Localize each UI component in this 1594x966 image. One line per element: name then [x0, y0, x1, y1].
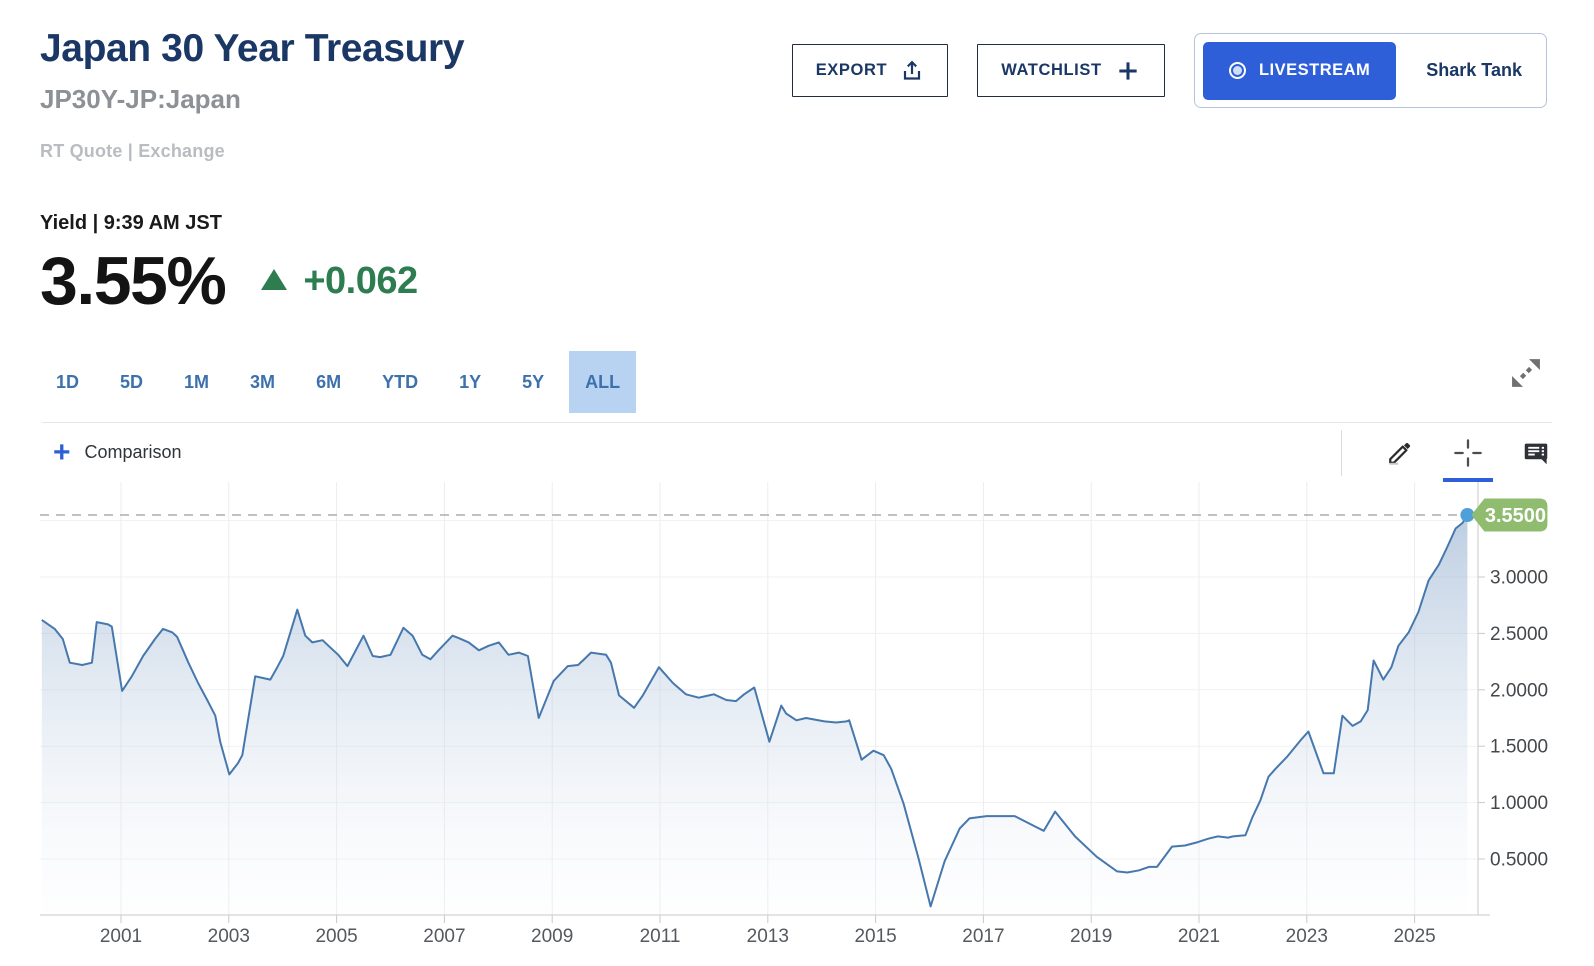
x-tick-label: 2007 [423, 926, 465, 947]
range-tab-6m[interactable]: 6M [316, 371, 342, 392]
ticker-symbol: JP30Y-JP:Japan [40, 84, 241, 114]
chart-tools [1341, 423, 1570, 482]
range-tab-5d[interactable]: 5D [120, 371, 144, 392]
x-tick-label: 2009 [531, 926, 573, 947]
comparison-plus-icon: + [53, 435, 71, 469]
range-tab-1d[interactable]: 1D [56, 371, 80, 392]
y-tick-label: 2.5000 [1490, 624, 1548, 645]
crosshair-tool-button[interactable] [1443, 423, 1493, 482]
yield-line [41, 514, 1469, 908]
live-dot-icon [1228, 62, 1246, 79]
export-icon [900, 59, 924, 83]
export-button-label: EXPORT [815, 61, 888, 79]
x-tick-label: 2013 [747, 926, 789, 947]
x-tick-label: 2011 [640, 926, 681, 947]
x-tick-label: 2005 [315, 926, 357, 947]
quote-price-row: 3.55% +0.062 [40, 247, 1594, 315]
quote-source-label: RT Quote | Exchange [40, 141, 225, 161]
y-tick-label: 1.0000 [1490, 793, 1548, 814]
quote-value: 3.55% [40, 243, 227, 319]
yield-area [41, 515, 1468, 915]
chart-card-divider [42, 422, 1552, 423]
news-tool-button[interactable] [1519, 423, 1553, 482]
news-icon [1521, 438, 1551, 468]
page-title: Japan 30 Year Treasury [40, 27, 465, 70]
last-point-dot [1460, 508, 1475, 522]
chart-toolbar: + Comparison [0, 423, 1594, 482]
x-tick-label: 2003 [208, 926, 250, 947]
current-value-badge [1471, 498, 1548, 532]
y-tick-label: 1.5000 [1490, 737, 1548, 758]
x-tick-label: 2019 [1070, 926, 1112, 947]
y-tick-label: 2.0000 [1490, 680, 1548, 701]
range-tab-3m[interactable]: 3M [250, 371, 276, 392]
comparison-button[interactable]: + Comparison [53, 435, 182, 469]
expand-icon[interactable] [1506, 354, 1546, 394]
livestream-button[interactable]: LIVESTREAM [1202, 41, 1397, 100]
comparison-label: Comparison [84, 442, 182, 462]
y-tick-label: 3.0000 [1490, 568, 1548, 589]
pencil-icon [1385, 438, 1415, 468]
quote-change: +0.062 [303, 259, 418, 302]
range-tab-ytd[interactable]: YTD [382, 371, 419, 392]
export-button[interactable]: EXPORT [791, 44, 948, 97]
range-row: 1D 5D 1M 3M 6M YTD 1Y 5Y ALL [40, 351, 1594, 413]
current-value-badge-label: 3.5500 [1485, 505, 1546, 527]
tools-divider [1341, 429, 1342, 476]
range-tab-5y[interactable]: 5Y [522, 371, 545, 392]
x-tick-label: 2023 [1286, 926, 1328, 947]
livestream-widget: LIVESTREAM Shark Tank [1193, 33, 1547, 108]
yield-area-chart[interactable]: 3.0000 2.5000 2.0000 1.5000 1.0000 0.5000 2001… [0, 482, 1594, 960]
range-tabs: 1D 5D 1M 3M 6M YTD 1Y 5Y ALL [40, 351, 637, 413]
quote-metric-label: Yield | 9:39 AM JST [40, 212, 222, 234]
watchlist-button-label: WATCHLIST [1001, 61, 1102, 79]
range-tab-all[interactable]: ALL [569, 351, 637, 413]
header-actions: EXPORT WATCHLIST LIVESTREAM Shark Tank [791, 33, 1547, 108]
crosshair-icon [1452, 437, 1484, 469]
x-tick-label: 2015 [854, 926, 896, 947]
plus-icon [1115, 58, 1141, 84]
y-tick-label: 0.5000 [1490, 850, 1548, 871]
x-tick-label: 2001 [100, 926, 142, 947]
livestream-show-title[interactable]: Shark Tank [1426, 60, 1522, 80]
range-tab-1m[interactable]: 1M [184, 371, 210, 392]
chart-card: + Comparison [0, 422, 1594, 960]
x-tick-label: 2021 [1178, 926, 1220, 947]
x-tick-label: 2025 [1393, 926, 1435, 947]
x-tick-label: 2017 [962, 926, 1004, 947]
watchlist-button[interactable]: WATCHLIST [976, 44, 1165, 97]
up-arrow-icon [261, 268, 288, 290]
quote-header: Japan 30 Year Treasury JP30Y-JP:Japan RT… [0, 0, 1594, 162]
range-tab-1y[interactable]: 1Y [459, 371, 482, 392]
draw-tool-button[interactable] [1383, 423, 1417, 482]
quote-section: Yield | 9:39 AM JST 3.55% +0.062 [40, 212, 1594, 315]
livestream-button-label: LIVESTREAM [1258, 61, 1371, 79]
